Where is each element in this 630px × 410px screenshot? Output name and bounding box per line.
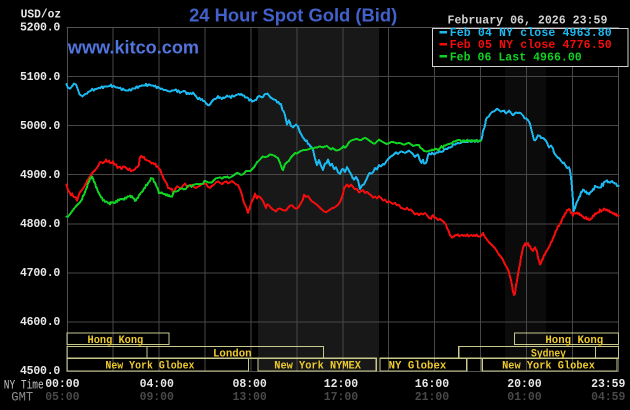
svg-text:Feb 05 NY close 4776.50: Feb 05 NY close 4776.50 [450, 39, 612, 52]
svg-text:04:00: 04:00 [140, 378, 174, 391]
svg-text:USD/oz: USD/oz [21, 8, 62, 21]
svg-text:20:00: 20:00 [507, 378, 541, 391]
svg-text:01:00: 01:00 [507, 391, 541, 404]
svg-text:4600.0: 4600.0 [20, 316, 60, 329]
svg-text:16:00: 16:00 [415, 378, 449, 391]
svg-text:24 Hour Spot Gold (Bid): 24 Hour Spot Gold (Bid) [189, 5, 397, 26]
svg-text:04:59: 04:59 [591, 391, 625, 404]
svg-text:GMT: GMT [11, 391, 33, 405]
svg-text:4800.0: 4800.0 [20, 218, 60, 231]
svg-text:New York Globex: New York Globex [502, 361, 595, 373]
svg-text:Hong Kong: Hong Kong [545, 335, 603, 347]
svg-text:4500.0: 4500.0 [20, 365, 60, 378]
svg-text:5000.0: 5000.0 [20, 120, 60, 133]
svg-text:NY Globex: NY Globex [389, 361, 447, 373]
svg-text:London: London [213, 348, 252, 360]
svg-text:February 06, 2026 23:59: February 06, 2026 23:59 [448, 14, 608, 27]
svg-text:4700.0: 4700.0 [20, 267, 60, 280]
svg-text:13:00: 13:00 [233, 391, 267, 404]
svg-text:New York Globex: New York Globex [105, 361, 194, 373]
svg-text:NY Time: NY Time [4, 379, 44, 393]
svg-text:23:59: 23:59 [591, 378, 625, 391]
svg-text:Feb 04 NY close 4963.80: Feb 04 NY close 4963.80 [450, 27, 612, 40]
svg-text:21:00: 21:00 [415, 391, 449, 404]
svg-text:12:00: 12:00 [324, 378, 358, 391]
svg-text:New York NYMEX: New York NYMEX [274, 361, 361, 373]
svg-text:09:00: 09:00 [140, 391, 174, 404]
svg-text:5200.0: 5200.0 [20, 22, 60, 35]
svg-text:17:00: 17:00 [324, 391, 358, 404]
svg-text:Feb 06 Last 4966.00: Feb 06 Last 4966.00 [450, 51, 582, 64]
svg-text:4900.0: 4900.0 [20, 169, 60, 182]
svg-text:08:00: 08:00 [233, 378, 267, 391]
svg-text:Sydney: Sydney [531, 348, 566, 360]
svg-text:Hong Kong: Hong Kong [88, 335, 144, 347]
svg-text:05:00: 05:00 [45, 391, 79, 404]
svg-text:00:00: 00:00 [45, 378, 79, 391]
svg-text:www.kitco.com: www.kitco.com [67, 38, 199, 58]
svg-text:5100.0: 5100.0 [20, 71, 60, 84]
